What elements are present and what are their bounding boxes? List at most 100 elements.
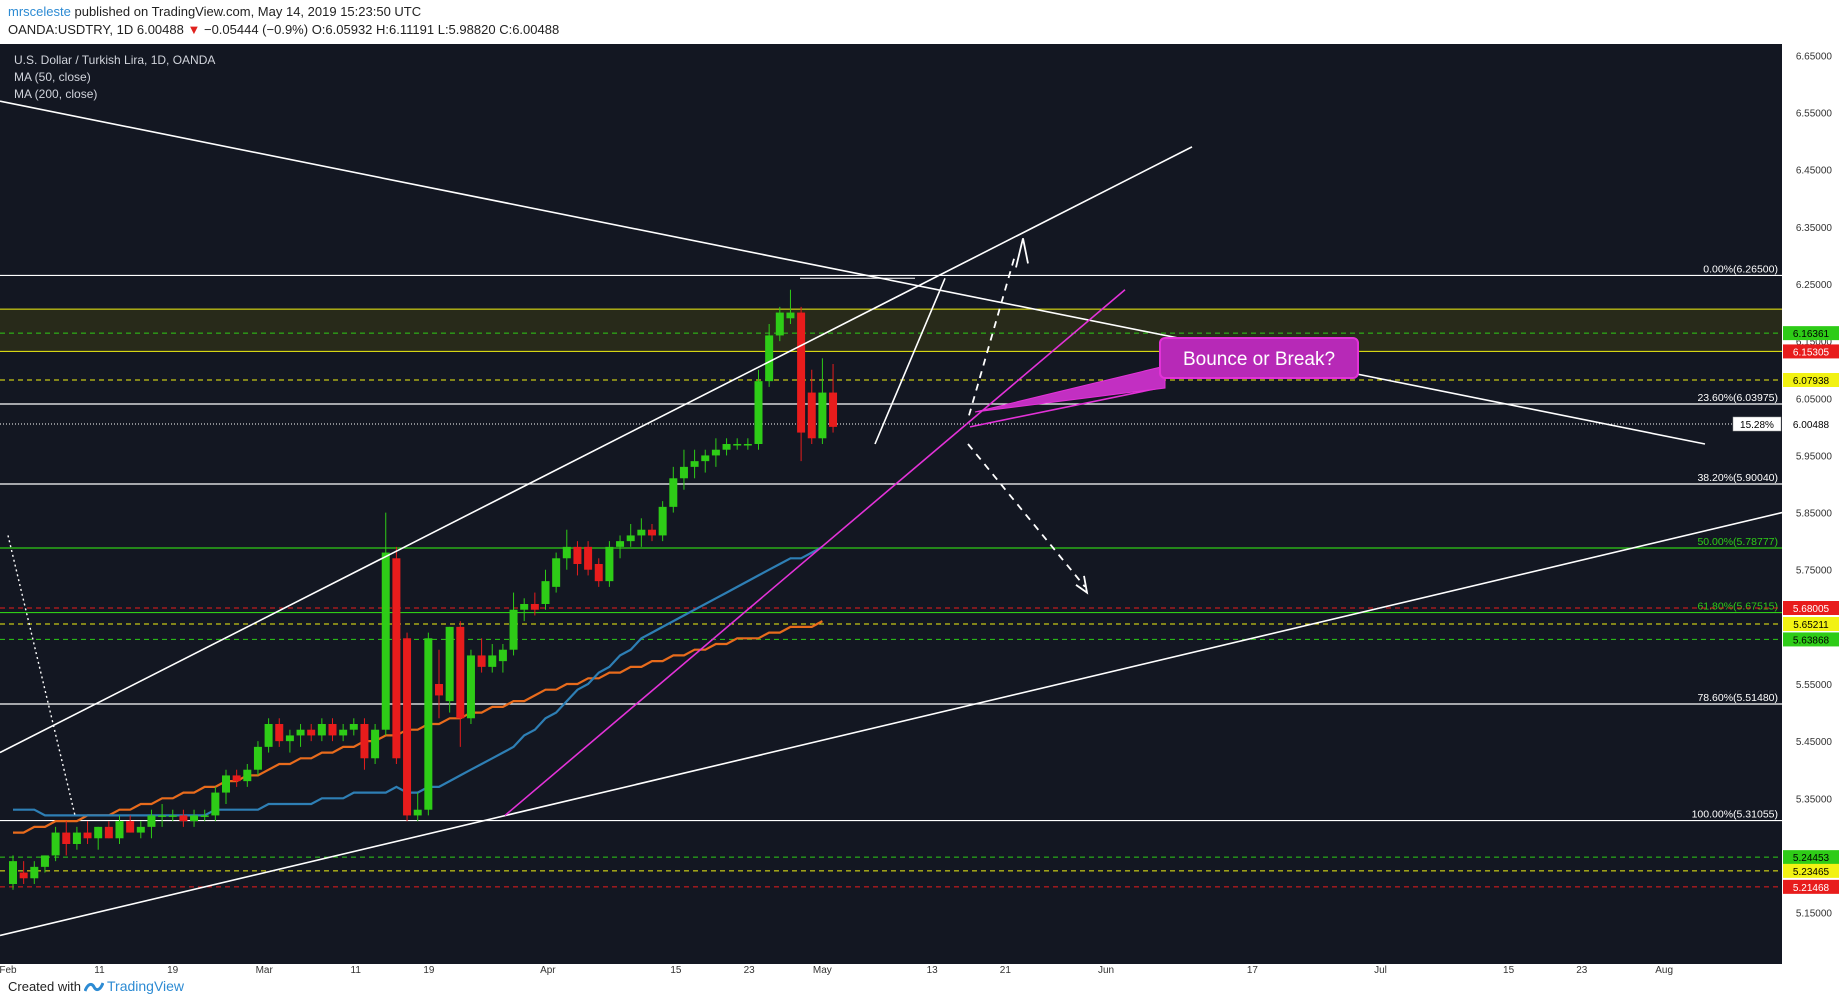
y-tick-label: 6.25000 xyxy=(1796,280,1833,291)
candle-body xyxy=(786,312,795,319)
candle-body xyxy=(232,775,241,782)
price-tag-box xyxy=(1783,373,1839,387)
x-tick-label: 19 xyxy=(167,965,179,975)
candle-body xyxy=(264,724,273,747)
candle-body xyxy=(360,724,369,759)
candle-body xyxy=(690,461,699,467)
y-tick-label: 5.35000 xyxy=(1796,794,1833,805)
price-change: −0.05444 (−0.9%) xyxy=(203,22,309,37)
fib-level-label: 38.20%(5.90040) xyxy=(1697,472,1778,484)
y-tick-label: 6.15000 xyxy=(1796,337,1833,348)
candle-body xyxy=(104,826,113,839)
high-value: H:6.11191 xyxy=(376,22,435,37)
created-with-text: Created with xyxy=(8,979,81,994)
fib-level-label: 61.80%(5.67515) xyxy=(1697,601,1778,613)
candle-body xyxy=(136,826,145,833)
fib-retracement[interactable]: 0.00%(6.26500) 23.60%(6.03975) 38.20%(5.90… xyxy=(0,263,1782,822)
fib-level-label: 0.00%(6.26500) xyxy=(1703,263,1778,275)
y-tick-label: 6.35000 xyxy=(1796,223,1833,234)
time-axis-strip xyxy=(0,964,1782,975)
price-tag-box xyxy=(1783,863,1839,878)
candle-body xyxy=(818,392,827,439)
price-tag-box xyxy=(1783,617,1839,631)
candle-body xyxy=(435,684,443,696)
candle-body xyxy=(711,449,720,456)
x-tick-label: Apr xyxy=(540,965,556,975)
callout-box[interactable] xyxy=(1159,337,1359,379)
candle-body xyxy=(456,626,465,719)
candle-body xyxy=(797,312,806,433)
price-tag-box xyxy=(1783,601,1839,615)
x-tick-label: 23 xyxy=(1576,965,1588,975)
price-tag-label: 5.24453 xyxy=(1793,853,1830,864)
legend-ma200: MA (200, close) xyxy=(14,87,97,101)
chart-plot-area[interactable] xyxy=(0,44,1782,964)
candle-body xyxy=(637,529,646,536)
candle-body xyxy=(349,724,358,730)
candle-body xyxy=(466,655,475,719)
candle-body xyxy=(94,826,103,839)
price-tag-label: 6.00488 xyxy=(1793,420,1830,431)
bounce-arrow-head xyxy=(1015,238,1029,268)
published-text: published on TradingView.com, May 14, 20… xyxy=(74,4,422,19)
x-tick-label: 15 xyxy=(1503,965,1515,975)
candle-body xyxy=(562,546,571,559)
price-chart[interactable]: 0.00%(6.26500) 23.60%(6.03975) 38.20%(5.90… xyxy=(0,44,1840,975)
fib-level-label: 50.00%(5.78777) xyxy=(1697,536,1778,548)
y-tick-label: 5.45000 xyxy=(1796,737,1833,748)
candle-body xyxy=(403,638,412,816)
fib-level-label: 78.60%(5.51480) xyxy=(1697,692,1778,704)
candle-body xyxy=(51,832,60,856)
candle-body xyxy=(285,735,294,742)
price-tag-label: 6.07938 xyxy=(1793,376,1830,387)
bounce-arrow-line xyxy=(968,255,1016,416)
candle-body xyxy=(541,581,550,604)
bounce-callout[interactable]: Bounce or Break? xyxy=(974,337,1359,413)
tradingview-brand[interactable]: TradingView xyxy=(84,978,184,994)
legend-ma50: MA (50, close) xyxy=(14,70,91,84)
price-tag-label: 5.63868 xyxy=(1793,635,1830,646)
candle-body xyxy=(339,729,348,736)
x-tick-label: 21 xyxy=(1000,965,1012,975)
x-tick-label: May xyxy=(813,965,832,975)
candle-body xyxy=(371,729,380,759)
candle-body xyxy=(307,729,316,736)
candle-body xyxy=(211,792,220,816)
candle-body xyxy=(754,381,763,444)
candle-body xyxy=(253,746,262,770)
candle-body xyxy=(488,655,497,667)
publish-header: mrsceleste published on TradingView.com,… xyxy=(0,0,1840,44)
candle-body xyxy=(126,821,135,833)
x-tick-label: 11 xyxy=(94,965,105,975)
ohlc-line: OANDA:USDTRY, 1D 6.00488 ▼ −0.05444 (−0.… xyxy=(8,22,559,37)
candle-body xyxy=(584,546,593,570)
x-tick-label: 23 xyxy=(744,965,756,975)
y-tick-label: 5.75000 xyxy=(1796,566,1833,577)
x-tick-label: Mar xyxy=(256,965,274,975)
price-tag-label: 5.21468 xyxy=(1793,883,1830,894)
candle-body xyxy=(530,604,539,610)
candle-body xyxy=(594,564,603,582)
price-axis[interactable] xyxy=(1782,44,1840,975)
candle-body xyxy=(62,832,71,844)
candle-body xyxy=(40,855,49,867)
author-link[interactable]: mrsceleste xyxy=(8,4,71,19)
price-tag-label: 6.15305 xyxy=(1793,347,1830,358)
legend: U.S. Dollar / Turkish Lira, 1D, OANDA MA… xyxy=(14,53,215,101)
horizontal-levels[interactable] xyxy=(0,308,1782,888)
candle-body xyxy=(669,478,678,507)
price-tags: 6.16361 6.15305 6.07938 6.00488 15.28% 5.6800… xyxy=(1732,326,1839,894)
candle-body xyxy=(605,546,614,582)
candle-body xyxy=(722,444,731,450)
price-tag-percent: 15.28% xyxy=(1740,420,1774,431)
x-tick-label: Jun xyxy=(1098,965,1114,975)
channel-lower-line xyxy=(0,511,1783,937)
x-tick-label: Jul xyxy=(1374,965,1387,975)
x-axis-labels: Feb 11 19 Mar 11 19 Apr 15 23 May 13 21 Jun 17 Jul 15 23… xyxy=(0,965,1673,975)
candle-body xyxy=(829,392,838,427)
candle-body xyxy=(243,769,252,782)
price-tag-box xyxy=(1783,417,1839,431)
candle-body xyxy=(179,815,188,822)
drawings[interactable] xyxy=(0,100,1783,937)
candle-body xyxy=(743,444,752,446)
